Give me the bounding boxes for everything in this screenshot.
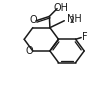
Text: F: F — [82, 32, 87, 42]
Text: NH: NH — [67, 14, 82, 24]
Text: O: O — [25, 46, 33, 56]
Text: O: O — [30, 15, 37, 25]
Text: 2: 2 — [69, 16, 74, 25]
Text: OH: OH — [53, 3, 68, 13]
